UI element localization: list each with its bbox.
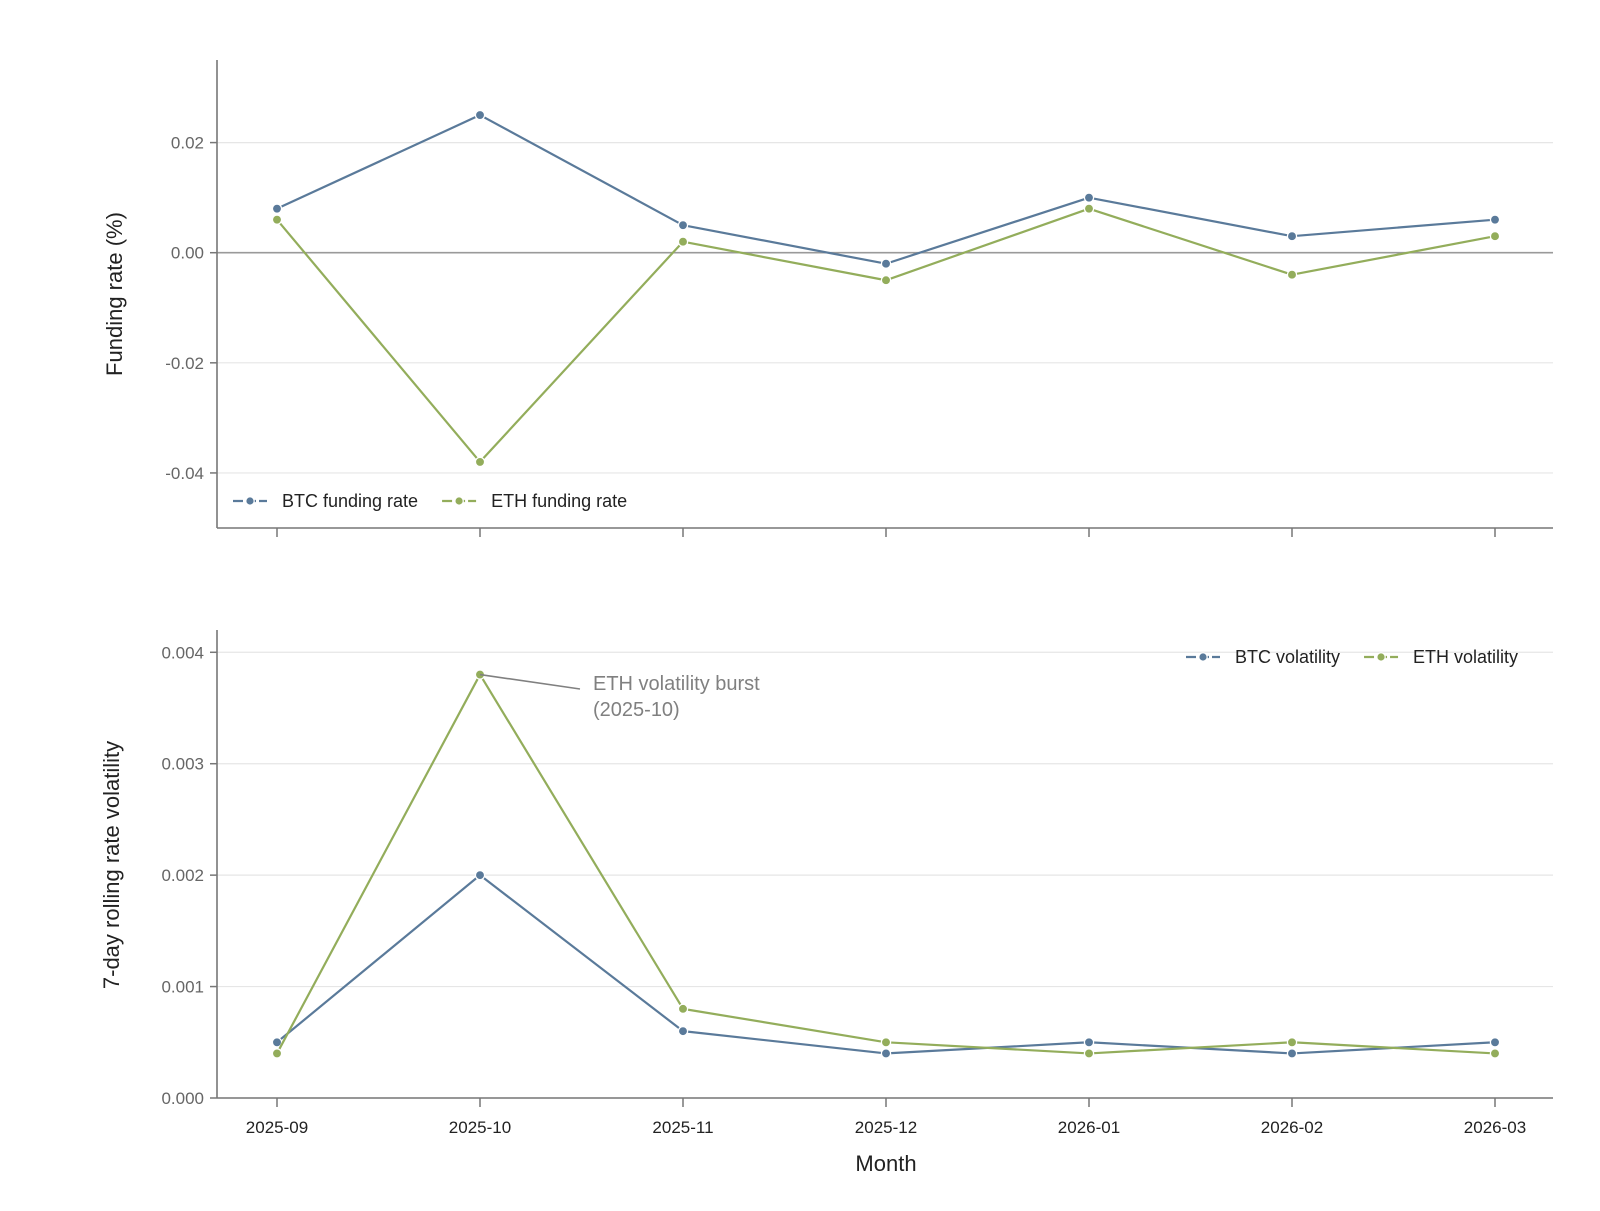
x-tick-label: 2026-01	[1058, 1118, 1120, 1137]
legend-item: BTC volatility	[1186, 647, 1340, 667]
legend-item: ETH volatility	[1364, 647, 1518, 667]
y-tick-label: 0.004	[161, 643, 204, 662]
series-line-eth	[276, 673, 1496, 1055]
y-tick-label: 0.003	[161, 755, 204, 774]
data-point	[1286, 230, 1298, 242]
series-line-btc	[276, 113, 1496, 265]
data-point	[880, 274, 892, 286]
data-point	[1286, 269, 1298, 280]
data-point	[677, 219, 689, 231]
legend-label: BTC funding rate	[282, 491, 418, 511]
data-point	[1083, 1037, 1095, 1048]
data-point	[1489, 214, 1501, 225]
legend-marker	[245, 496, 255, 506]
volatility-panel: 0.000 0.001 0.002 0.003 0.004 2025-09 2025-10 2…	[99, 630, 1553, 1176]
data-point	[474, 109, 486, 121]
y-axis-title: 7-day rolling rate volatility	[99, 741, 124, 989]
series-line-btc	[276, 874, 1496, 1055]
annotation-text: ETH volatility burst	[593, 673, 760, 695]
x-axis-title: Month	[855, 1151, 916, 1176]
data-point	[271, 1037, 283, 1048]
data-point	[1489, 1037, 1501, 1048]
series-line-eth	[276, 207, 1496, 464]
data-point	[880, 1048, 892, 1059]
data-point	[271, 1048, 283, 1059]
y-axis-title: Funding rate (%)	[102, 212, 127, 376]
annotation-arrow	[479, 673, 581, 690]
legend-marker	[1198, 652, 1208, 662]
x-tick-label: 2026-03	[1464, 1118, 1526, 1137]
data-point	[474, 456, 486, 468]
legend: BTC volatility ETH volatility	[1186, 647, 1518, 667]
data-point	[677, 1003, 689, 1015]
y-tick-label: 0.02	[171, 134, 204, 153]
data-point	[1083, 192, 1095, 203]
x-tick-label: 2025-10	[449, 1118, 511, 1137]
legend-item: BTC funding rate	[233, 491, 418, 511]
data-point	[677, 236, 689, 247]
legend-label: ETH funding rate	[491, 491, 627, 511]
legend-item: ETH funding rate	[442, 491, 627, 511]
legend-marker	[454, 496, 464, 506]
y-tick-label: -0.02	[165, 354, 204, 373]
data-point	[1083, 203, 1095, 214]
y-tick-label: 0.002	[161, 866, 204, 885]
data-point	[1083, 1048, 1095, 1059]
data-point	[1489, 230, 1501, 242]
data-point	[271, 214, 283, 225]
data-point	[880, 1037, 892, 1048]
data-point	[1489, 1048, 1501, 1059]
y-tick-label: 0.00	[171, 244, 204, 263]
data-point	[1286, 1048, 1298, 1059]
x-tick-label: 2026-02	[1261, 1118, 1323, 1137]
legend-marker	[1376, 652, 1386, 662]
data-point	[677, 1025, 689, 1037]
funding-rate-panel: -0.04 -0.02 0.00 0.02 Funding rate (%) BTC fu…	[102, 60, 1553, 537]
legend-label: BTC volatility	[1235, 647, 1340, 667]
x-tick-label: 2025-11	[652, 1118, 713, 1137]
annotation-text: (2025-10)	[593, 699, 680, 721]
y-tick-label: 0.001	[161, 978, 204, 997]
data-point	[271, 203, 283, 214]
y-tick-label: 0.000	[161, 1089, 204, 1108]
legend: BTC funding rate ETH funding rate	[233, 491, 627, 511]
x-tick-label: 2025-12	[855, 1118, 917, 1137]
data-point	[474, 869, 486, 881]
data-point	[880, 258, 892, 269]
x-tick-label: 2025-09	[246, 1118, 308, 1137]
y-tick-label: -0.04	[165, 464, 204, 483]
data-point	[1286, 1037, 1298, 1048]
legend-label: ETH volatility	[1413, 647, 1518, 667]
